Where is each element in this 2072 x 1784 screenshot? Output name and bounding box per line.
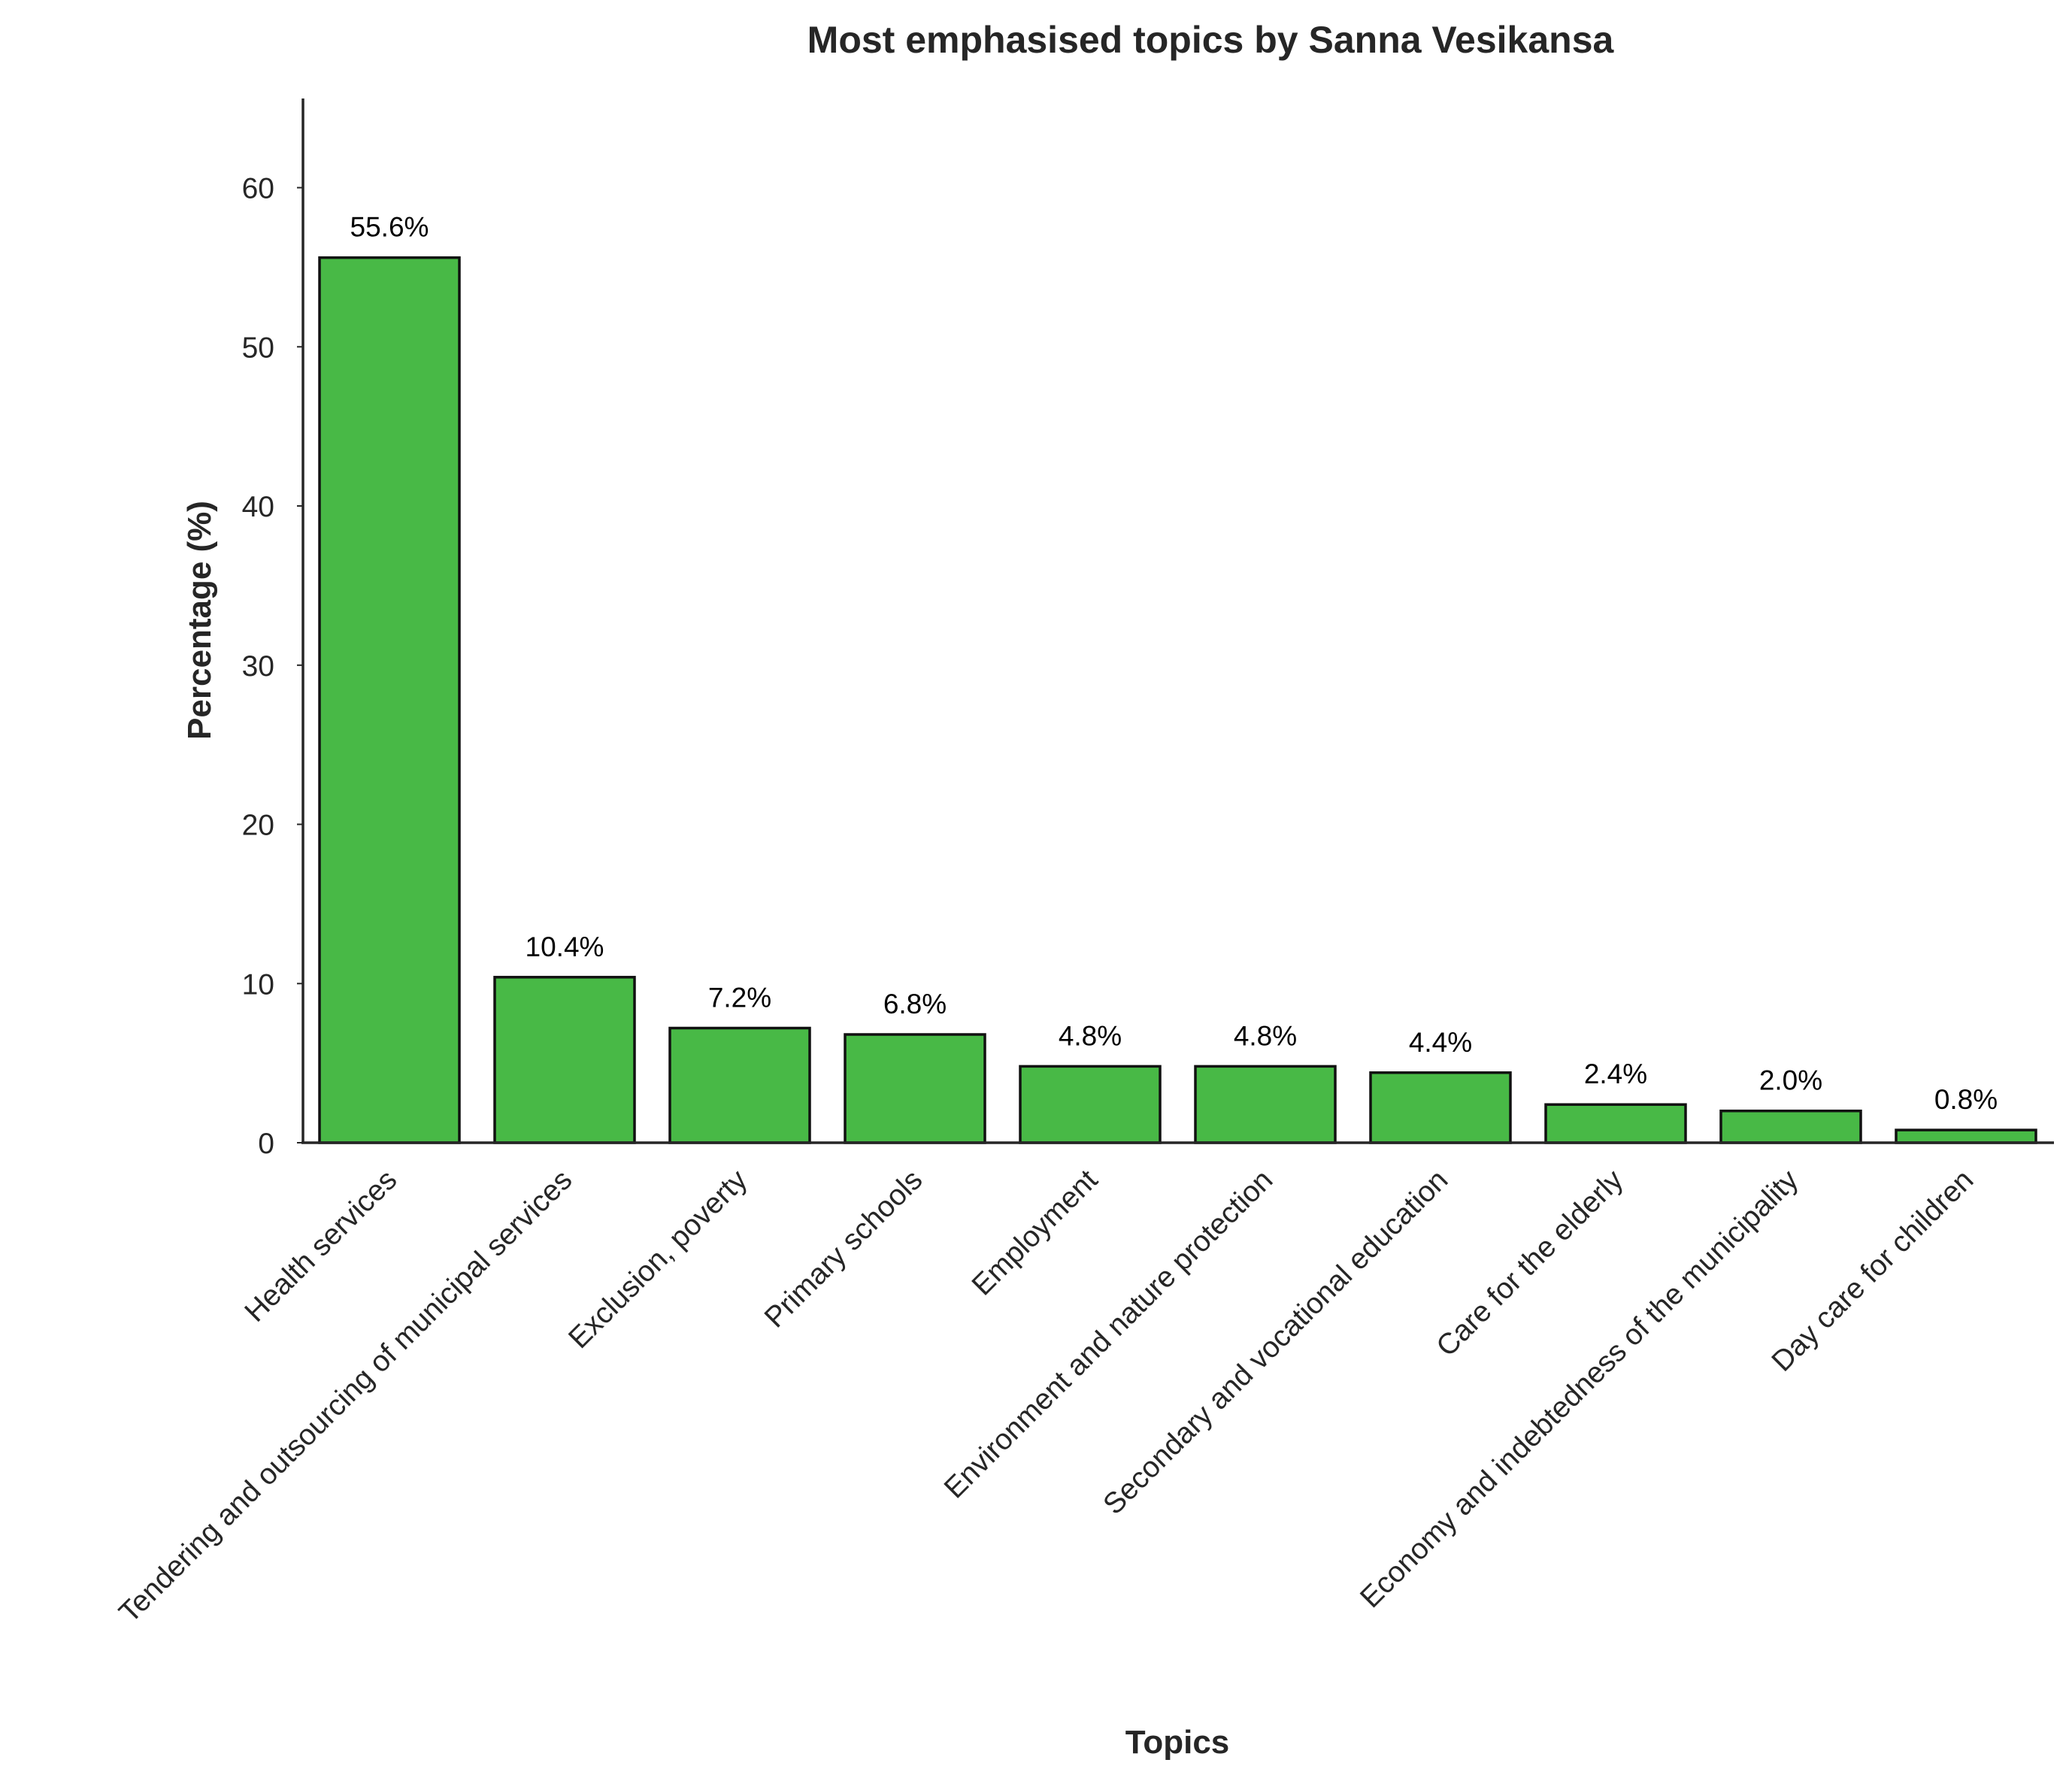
bar-4 xyxy=(1019,1065,1162,1144)
bar-6 xyxy=(1369,1071,1512,1144)
chart-title: Most emphasised topics by Sanna Vesikans… xyxy=(807,19,1615,61)
bar-1 xyxy=(493,976,636,1144)
bar-2 xyxy=(668,1026,811,1144)
bars xyxy=(318,256,2037,1144)
y-tick-label-3: 30 xyxy=(242,650,274,683)
data-label-7: 2.4% xyxy=(1584,1059,1647,1089)
bar-8 xyxy=(1719,1109,1862,1144)
x-axis-title: Topics xyxy=(1125,1724,1230,1761)
y-tick-label-0: 0 xyxy=(258,1128,274,1160)
y-tick-label-5: 50 xyxy=(242,332,274,364)
x-tick-label-3: Primary schools xyxy=(759,1164,929,1334)
x-tick-label-4: Employment xyxy=(966,1164,1104,1302)
x-tick-label-7: Care for the elderly xyxy=(1430,1164,1629,1363)
y-axis-title: Percentage (%) xyxy=(181,501,218,740)
data-labels: 55.6% 10.4% 7.2% 6.8% 4.8% 4.8% 4.4% 2.4% 2.0% 0.… xyxy=(350,212,1998,1115)
x-tick-label-6: Secondary and vocational education xyxy=(1097,1164,1454,1521)
x-tick-label-0: Health services xyxy=(238,1164,403,1328)
data-label-8: 2.0% xyxy=(1759,1065,1822,1096)
bar-7 xyxy=(1544,1103,1687,1144)
bar-5 xyxy=(1194,1065,1337,1144)
y-tick-label-1: 10 xyxy=(242,968,274,1001)
data-label-3: 6.8% xyxy=(883,989,947,1019)
data-label-4: 4.8% xyxy=(1059,1020,1122,1051)
data-label-0: 55.6% xyxy=(350,212,429,243)
bar-3 xyxy=(844,1033,986,1144)
y-tick-label-4: 40 xyxy=(242,491,274,523)
bar-9 xyxy=(1895,1128,2037,1144)
data-label-1: 10.4% xyxy=(526,931,604,962)
bar-0 xyxy=(318,256,461,1144)
x-tick-label-5: Environment and nature protection xyxy=(938,1164,1280,1505)
x-tick-label-9: Day care for children xyxy=(1766,1164,1980,1378)
y-tick-label-6: 60 xyxy=(242,173,274,205)
data-label-6: 4.4% xyxy=(1409,1027,1472,1058)
x-tick-label-2: Exclusion, poverty xyxy=(562,1164,754,1355)
y-axis-ticks: 0 10 20 30 40 50 60 xyxy=(242,173,303,1160)
data-label-2: 7.2% xyxy=(708,983,771,1013)
data-label-9: 0.8% xyxy=(1934,1084,1998,1115)
data-label-5: 4.8% xyxy=(1234,1020,1297,1051)
y-tick-label-2: 20 xyxy=(242,810,274,842)
